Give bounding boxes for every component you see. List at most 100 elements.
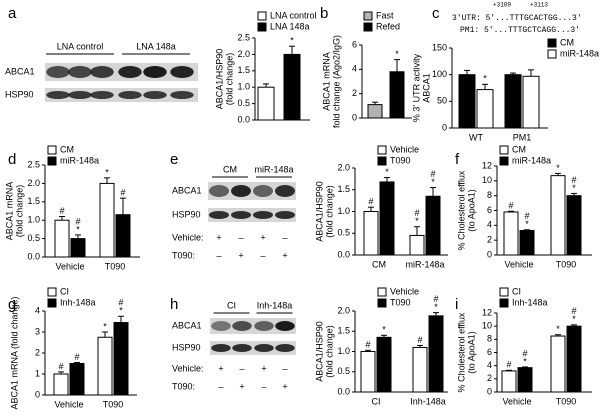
y-axis-label: ABCA1 mRNA (fold change) (9, 296, 19, 409)
row-label: HSP90 (172, 342, 201, 352)
y-axis-label: (fold change) (224, 53, 234, 106)
band (254, 321, 274, 331)
band (90, 66, 114, 78)
bar (476, 89, 494, 129)
y-axis-label: ABCA1 mRNA (4, 182, 14, 241)
legend-label: Refed (376, 21, 400, 31)
y-tick-label: 2 (487, 235, 492, 245)
treatment-sign: + (218, 363, 223, 373)
annotation: * (556, 324, 560, 334)
y-axis-label: (fold change) (14, 185, 24, 238)
legend-swatch (257, 22, 267, 32)
bar (550, 335, 566, 393)
band (211, 344, 231, 352)
y-axis-label: ABCA1 mRNA (321, 52, 331, 111)
legend-swatch (377, 156, 387, 166)
panel-label: i (455, 296, 458, 313)
legend-label: CM (512, 144, 526, 154)
y-tick-label: 100 (432, 69, 447, 79)
legend-swatch (47, 145, 57, 155)
band (253, 211, 273, 219)
annotation: * (483, 74, 487, 84)
y-tick-label: 1.0 (337, 206, 350, 216)
annotation: # (433, 294, 438, 304)
legend-swatch (47, 287, 57, 297)
y-axis-label: % 3' UTR activity (411, 53, 421, 122)
annotation: * (76, 224, 80, 234)
panel-label: c (432, 5, 440, 22)
band (46, 91, 70, 99)
legend-swatch (547, 38, 557, 48)
bar (70, 238, 86, 258)
y-axis-label: (to ApoA1) (466, 189, 476, 232)
band (209, 211, 229, 219)
y-tick-label: 2.0 (237, 49, 250, 59)
band (143, 66, 167, 78)
x-tick-label: Vehicle (54, 399, 83, 409)
legend-label: T090 (390, 155, 411, 165)
legend-label: miR-148a (512, 155, 551, 165)
group-label: LNA control (57, 41, 104, 51)
annotation: * (105, 167, 109, 177)
legend-label: miR-148a (560, 48, 599, 58)
annotation: # (508, 201, 513, 211)
bar (517, 367, 533, 393)
annotation: # (59, 206, 64, 216)
group-label: CM (223, 164, 237, 174)
treatment-sign: + (282, 381, 287, 391)
legend-swatch (257, 11, 267, 21)
legend-label: Vehicle (390, 286, 419, 296)
treatment-sign: – (218, 381, 223, 391)
bar (522, 75, 540, 129)
treatment-sign: + (216, 232, 221, 242)
sequence-line: 3'UTR: 5'...TTTGCACTGG...3' (452, 14, 582, 23)
annotation: * (572, 183, 576, 193)
bar (54, 219, 70, 258)
x-tick-label: Inh-148a (410, 396, 446, 406)
group-label: LNA 148a (136, 41, 176, 51)
y-axis-label: % Cholesterol efflux (456, 170, 466, 250)
y-tick-label: 2.5 (27, 159, 40, 169)
y-tick-label: 6 (487, 205, 492, 215)
band (68, 66, 92, 78)
bar (425, 195, 441, 256)
blot-strip (210, 318, 296, 334)
panel-label: h (170, 296, 178, 313)
panel-label: e (170, 151, 178, 168)
x-tick-label: T090 (556, 259, 577, 269)
bar (550, 175, 566, 256)
x-tick-label: Vehicle (55, 261, 84, 271)
band (46, 66, 70, 78)
annotation: * (103, 321, 107, 331)
bar (458, 74, 476, 129)
band (170, 91, 194, 99)
panel-label: b (320, 5, 328, 22)
annotation: # (74, 352, 79, 362)
y-tick-label: 6 (352, 39, 357, 49)
band (170, 66, 194, 78)
legend-label: Vehicle (390, 144, 419, 154)
legend-swatch (363, 22, 373, 32)
treatment-sign: + (282, 250, 287, 260)
treatment-sign: – (260, 250, 265, 260)
y-axis-label: (fold change) (324, 325, 334, 378)
y-tick-label: 1.5 (237, 65, 250, 75)
annotation: # (75, 216, 80, 226)
y-axis-label: (to ApoA1) (466, 331, 476, 374)
annotation: # (414, 208, 419, 218)
annotation: # (365, 340, 370, 350)
bar (257, 86, 275, 121)
band (253, 185, 273, 197)
legend-label: T090 (390, 297, 411, 307)
annotation: * (119, 306, 123, 316)
band (275, 344, 295, 352)
y-tick-label: 2 (35, 347, 40, 357)
x-tick-label: PM1 (513, 132, 532, 142)
annotation: * (385, 167, 389, 177)
bar (53, 373, 69, 396)
y-tick-label: 0.0 (337, 249, 350, 259)
band (254, 344, 274, 352)
treatment-sign: – (261, 381, 266, 391)
treatment-sign: – (238, 232, 243, 242)
